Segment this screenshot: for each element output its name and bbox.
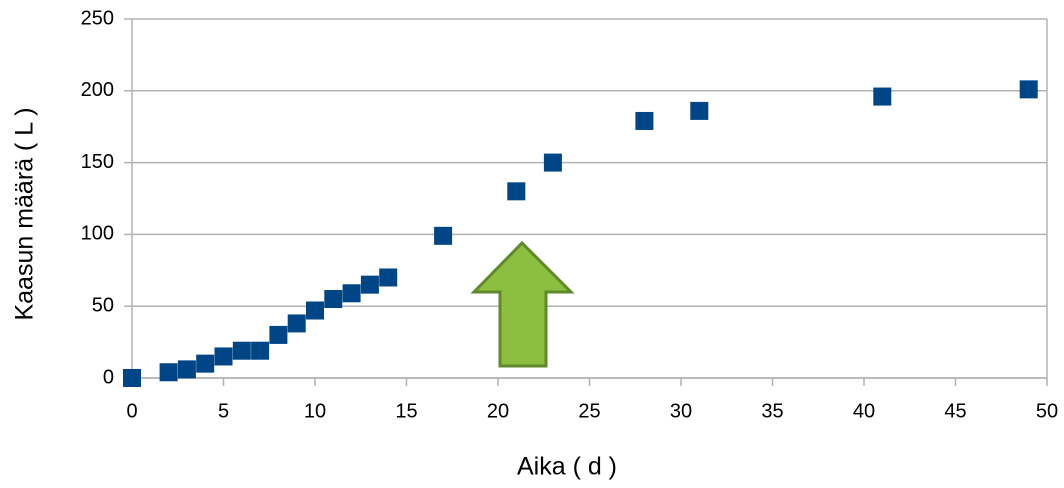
point <box>123 369 141 387</box>
point <box>379 268 398 287</box>
point <box>324 290 343 309</box>
x-tick-label: 0 <box>126 400 137 422</box>
point <box>360 275 379 294</box>
x-tick-label: 5 <box>218 400 229 422</box>
x-axis-title: Aika ( d ) <box>517 453 617 481</box>
x-tick-label: 40 <box>853 400 875 422</box>
x-tick-label: 10 <box>304 400 326 422</box>
point <box>159 363 178 382</box>
y-tick-label: 50 <box>92 294 114 316</box>
y-tick-label: 0 <box>103 366 114 388</box>
y-tick-label: 100 <box>81 223 114 245</box>
point <box>507 182 526 201</box>
x-tick-label: 20 <box>487 400 509 422</box>
point <box>251 341 270 360</box>
y-axis-title: Kaasun määrä ( L ) <box>11 107 39 320</box>
x-tick-label: 25 <box>578 400 600 422</box>
grid: 0 50 100 150 200 250 0 5 10 15 20 25 30 35 40 45 50 <box>81 7 1059 422</box>
x-tick-label: 15 <box>395 400 417 422</box>
point <box>269 325 288 344</box>
point <box>342 284 361 303</box>
point <box>434 226 453 245</box>
point <box>232 341 251 360</box>
x-tick-label: 50 <box>1036 400 1058 422</box>
point <box>1019 80 1038 99</box>
point <box>543 153 562 172</box>
point <box>690 101 709 120</box>
y-tick-label: 250 <box>81 7 114 29</box>
marks <box>123 80 1038 387</box>
y-tick-label: 200 <box>81 79 114 101</box>
annotation-arrow <box>470 240 575 368</box>
y-tick-label: 150 <box>81 151 114 173</box>
x-tick-label: 30 <box>670 400 692 422</box>
x-tick-label: 35 <box>761 400 783 422</box>
point <box>287 314 306 333</box>
point <box>214 347 233 366</box>
point <box>873 87 892 106</box>
point <box>196 354 215 373</box>
x-tick-label: 45 <box>944 400 966 422</box>
point <box>635 111 654 130</box>
point <box>306 301 324 320</box>
point <box>177 360 196 379</box>
